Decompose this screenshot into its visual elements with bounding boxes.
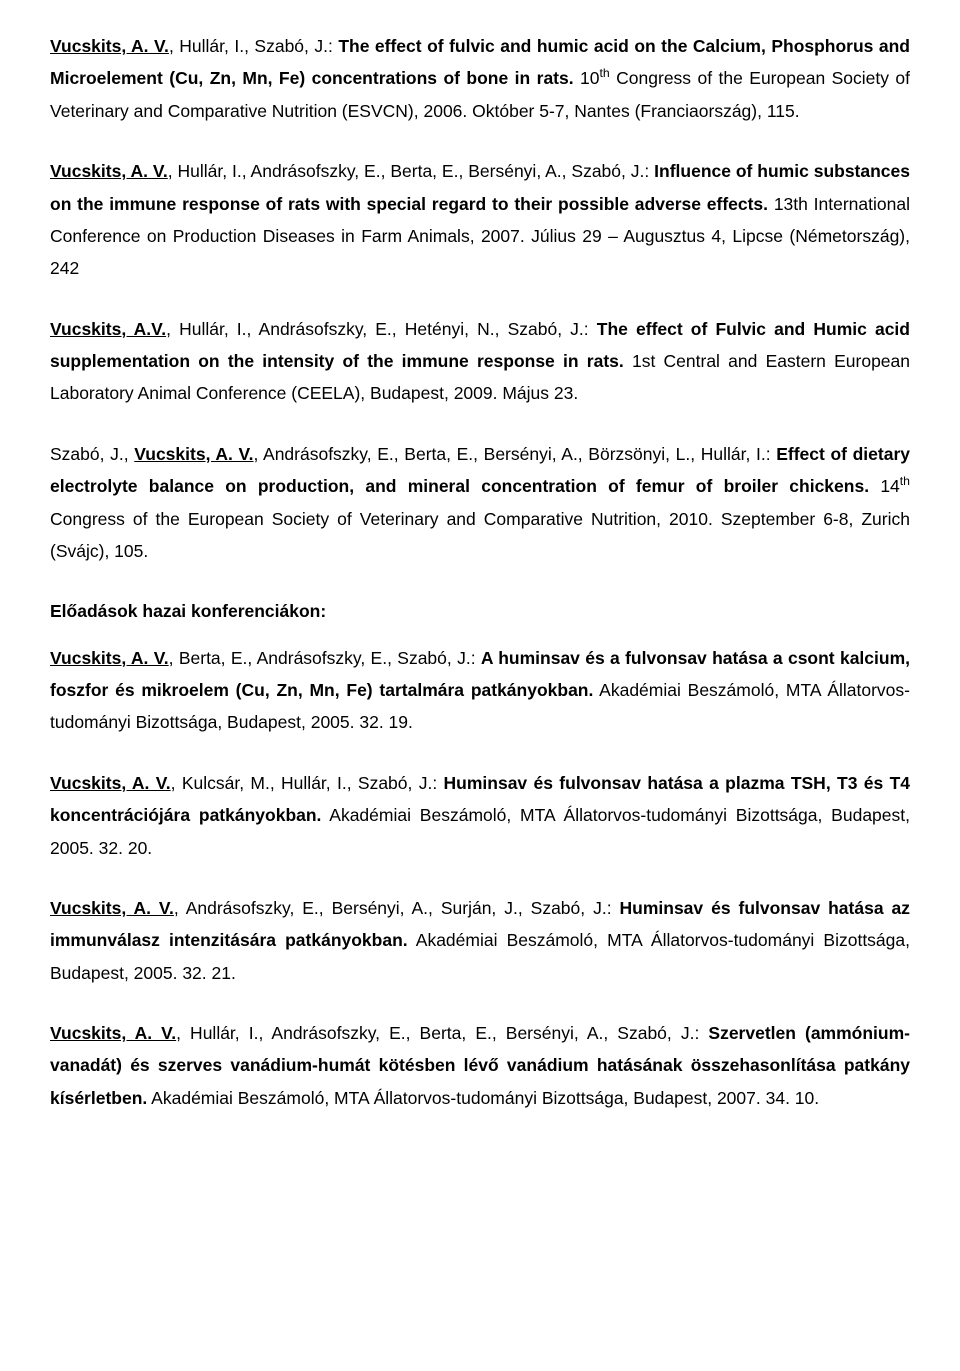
text-segment: , Hullár, I., Andrásofszky, E., Berta, E… [176,1023,708,1043]
reference-entry: Vucskits, A.V., Hullár, I., Andrásofszky… [50,313,910,410]
reference-entry: Vucskits, A. V., Hullár, I., Andrásofszk… [50,1017,910,1114]
reference-entry: Vucskits, A. V., Andrásofszky, E., Bersé… [50,892,910,989]
author-primary: Vucskits, A. V. [50,36,169,56]
section-heading: Előadások hazai konferenciákon: [50,595,910,627]
text-segment: , Berta, E., Andrásofszky, E., Szabó, J.… [169,648,481,668]
reference-entry: Vucskits, A. V., Kulcsár, M., Hullár, I.… [50,767,910,864]
author-primary: Vucskits, A. V. [134,444,253,464]
text-segment: Szabó, J., [50,444,134,464]
text-segment: Congress of the European Society of Vete… [50,509,910,561]
text-segment: 14 [869,476,900,496]
text-segment: , Andrásofszky, E., Berta, E., Bersényi,… [253,444,776,464]
reference-entry: Vucskits, A. V., Hullár, I., Szabó, J.: … [50,30,910,127]
author-primary: Vucskits, A.V. [50,319,166,339]
reference-entry: Szabó, J., Vucskits, A. V., Andrásofszky… [50,438,910,568]
text-segment: Akadémiai Beszámoló, MTA Állatorvos-tudo… [147,1088,819,1108]
text-segment: , Andrásofszky, E., Bersényi, A., Surján… [174,898,620,918]
superscript: th [600,67,610,81]
text-segment: , Kulcsár, M., Hullár, I., Szabó, J.: [171,773,444,793]
author-primary: Vucskits, A. V. [50,898,174,918]
author-primary: Vucskits, A. V. [50,1023,176,1043]
text-segment: , Hullár, I., Andrásofszky, E., Berta, E… [168,161,654,181]
reference-entry: Vucskits, A. V., Hullár, I., Andrásofszk… [50,155,910,285]
text-segment: 10 [574,68,600,88]
author-primary: Vucskits, A. V. [50,648,169,668]
text-segment: , Hullár, I., Andrásofszky, E., Hetényi,… [166,319,597,339]
superscript: th [900,474,910,488]
document-content: Vucskits, A. V., Hullár, I., Szabó, J.: … [50,30,910,1114]
reference-entry: Vucskits, A. V., Berta, E., Andrásofszky… [50,642,910,739]
text-segment: , Hullár, I., Szabó, J.: [169,36,338,56]
author-primary: Vucskits, A. V. [50,161,168,181]
author-primary: Vucskits, A. V. [50,773,171,793]
